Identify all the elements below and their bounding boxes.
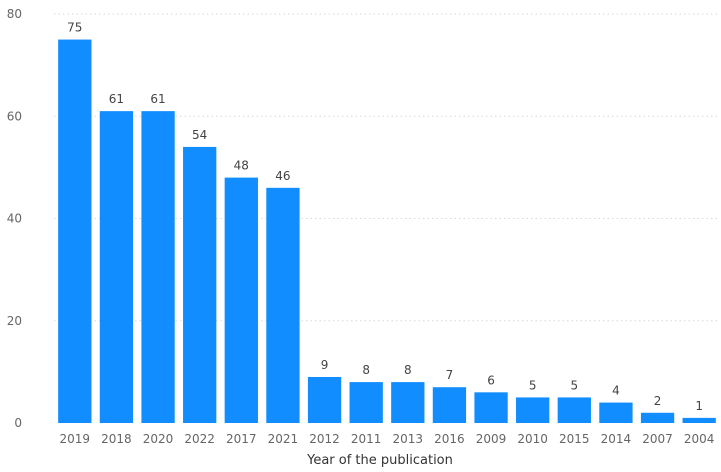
bars (58, 39, 716, 424)
y-tick-label: 0 (14, 416, 22, 430)
bar (266, 187, 300, 423)
data-label: 75 (67, 21, 82, 35)
bar (307, 376, 342, 423)
bar (99, 111, 134, 423)
x-tick-label: 2014 (601, 432, 632, 446)
gridlines (54, 13, 720, 322)
x-tick-label: 2022 (184, 432, 215, 446)
x-tick-label: 2017 (226, 432, 257, 446)
x-tick-label: 2019 (60, 432, 91, 446)
bar (349, 382, 383, 423)
x-tick-label: 2021 (268, 432, 299, 446)
x-tick-label: 2007 (642, 432, 673, 446)
x-tick-label: 2013 (393, 432, 424, 446)
data-label: 1 (695, 399, 703, 413)
data-label: 8 (362, 363, 370, 377)
data-label: 7 (446, 368, 454, 382)
y-tick-label: 60 (7, 109, 22, 123)
x-tick-label: 2004 (684, 432, 715, 446)
data-label: 2 (654, 394, 662, 408)
bar (58, 39, 92, 423)
x-tick-label: 2015 (559, 432, 590, 446)
x-tick-label: 2018 (101, 432, 132, 446)
data-label: 48 (234, 159, 249, 173)
x-tick-label: 2011 (351, 432, 382, 446)
x-tick-label: 2020 (143, 432, 174, 446)
bar (516, 397, 550, 423)
bar (557, 397, 591, 423)
data-label: 61 (150, 92, 165, 106)
y-tick-label: 40 (7, 212, 22, 226)
data-label: 6 (487, 373, 495, 387)
bar (432, 387, 467, 423)
data-label: 61 (109, 92, 124, 106)
bar (640, 412, 675, 423)
data-label: 5 (529, 378, 537, 392)
bar (599, 402, 633, 423)
x-tick-label: 2016 (434, 432, 465, 446)
y-axis-ticks: 0 20 40 60 80 (7, 7, 22, 430)
x-tick-label: 2010 (517, 432, 548, 446)
x-axis-ticks: 2019 2018 2020 2022 2017 2021 2012 2011 2013 2016… (60, 432, 715, 446)
y-tick-label: 20 (7, 314, 22, 328)
bar (474, 392, 508, 423)
data-label: 46 (275, 169, 290, 183)
bar (141, 111, 175, 423)
x-tick-label: 2012 (309, 432, 340, 446)
bar (682, 417, 716, 423)
data-label: 4 (612, 384, 620, 398)
bar (224, 177, 258, 423)
x-tick-label: 2009 (476, 432, 507, 446)
bar (391, 382, 425, 423)
data-label: 9 (321, 358, 329, 372)
data-label: 54 (192, 128, 207, 142)
data-label: 8 (404, 363, 412, 377)
x-axis-title: Year of the publication (306, 453, 453, 468)
y-tick-label: 80 (7, 7, 22, 21)
data-label: 5 (570, 378, 578, 392)
bar (183, 146, 217, 424)
